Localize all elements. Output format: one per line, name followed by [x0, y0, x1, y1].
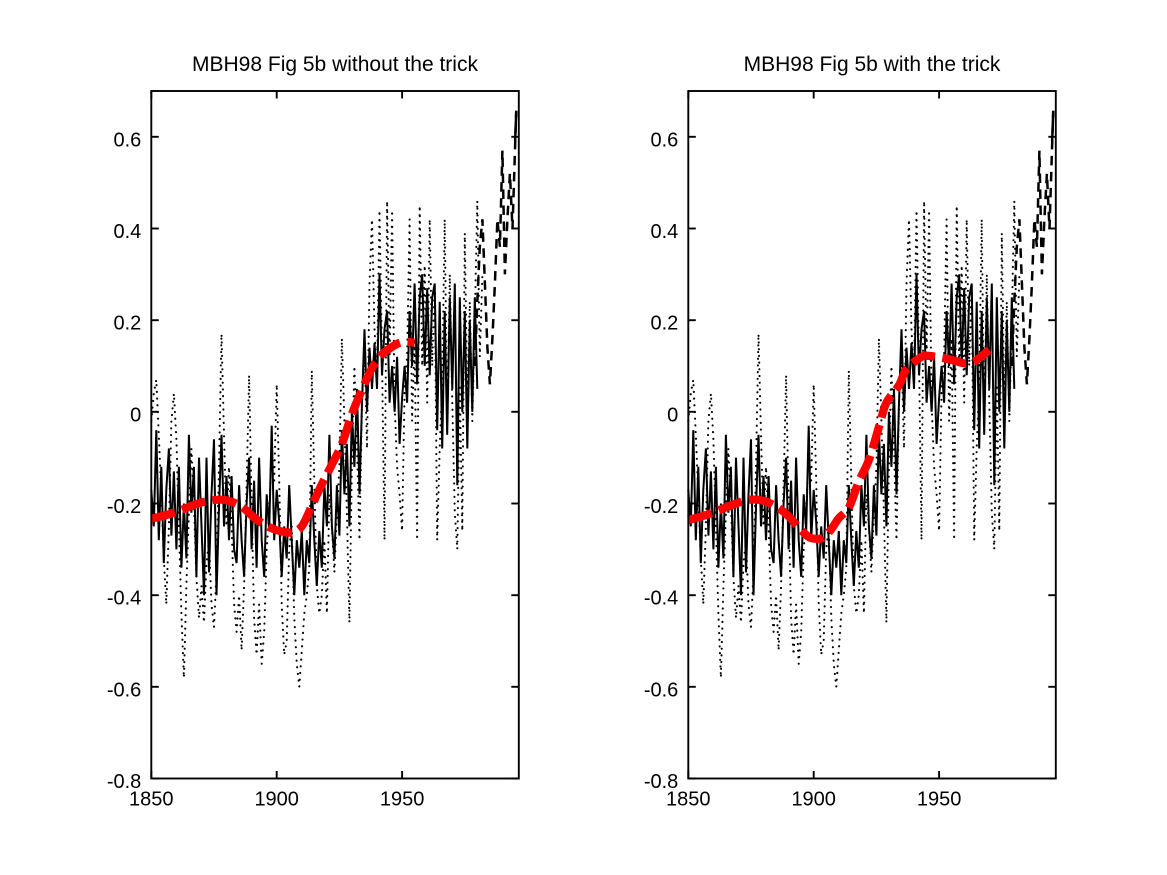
- svg-text:0.6: 0.6: [650, 129, 678, 151]
- svg-text:0.2: 0.2: [113, 313, 141, 335]
- svg-text:1850: 1850: [666, 789, 711, 811]
- svg-text:0.6: 0.6: [113, 129, 141, 151]
- svg-text:0.4: 0.4: [113, 221, 141, 243]
- svg-text:-0.2: -0.2: [644, 496, 678, 518]
- svg-text:1950: 1950: [917, 789, 962, 811]
- svg-text:-0.4: -0.4: [107, 588, 141, 610]
- svg-text:-0.6: -0.6: [107, 679, 141, 701]
- svg-text:1950: 1950: [380, 789, 425, 811]
- svg-text:-0.2: -0.2: [107, 496, 141, 518]
- svg-text:0.4: 0.4: [650, 221, 678, 243]
- svg-text:0: 0: [667, 404, 678, 426]
- svg-text:-0.8: -0.8: [107, 771, 141, 793]
- svg-text:-0.6: -0.6: [644, 679, 678, 701]
- svg-text:1900: 1900: [791, 789, 836, 811]
- svg-text:1900: 1900: [254, 789, 299, 811]
- svg-text:MBH98 Fig 5b with the trick: MBH98 Fig 5b with the trick: [744, 53, 1001, 76]
- svg-text:MBH98 Fig 5b without the trick: MBH98 Fig 5b without the trick: [192, 53, 478, 76]
- svg-text:-0.4: -0.4: [644, 588, 678, 610]
- svg-text:-0.8: -0.8: [644, 771, 678, 793]
- svg-text:1850: 1850: [129, 789, 174, 811]
- svg-text:0: 0: [130, 404, 141, 426]
- svg-text:0.2: 0.2: [650, 313, 678, 335]
